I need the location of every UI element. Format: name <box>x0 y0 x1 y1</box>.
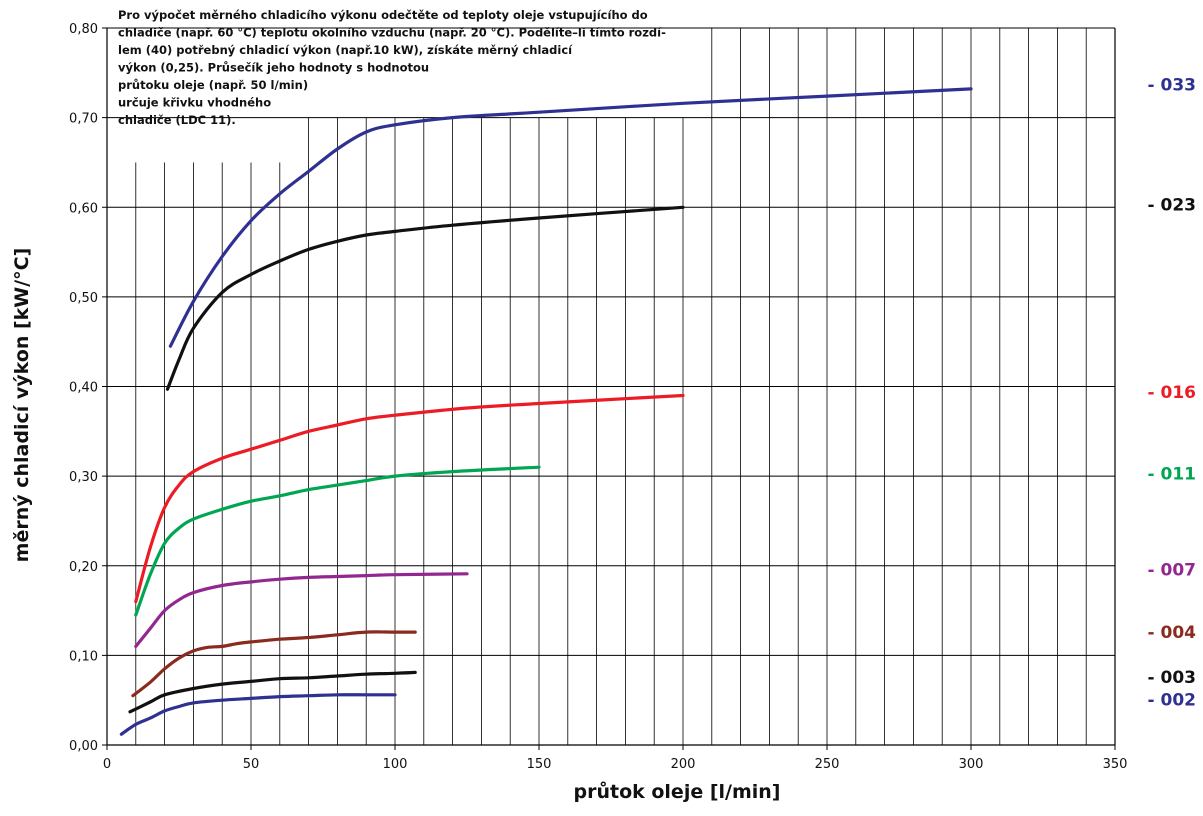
series-label: - 016 <box>1148 383 1196 403</box>
note-line: chladiče (LDC 11). <box>118 113 236 127</box>
series-label: - 033 <box>1148 75 1196 95</box>
series-label: - 002 <box>1148 690 1196 710</box>
y-tick-label: 0,50 <box>69 291 98 306</box>
note-line: chladiče (např. 60 °C) teplotu okolního … <box>118 26 666 40</box>
series-lines <box>119 87 973 736</box>
note-line: průtoku oleje (např. 50 l/min) <box>118 78 308 92</box>
x-tick-label: 50 <box>243 757 260 772</box>
series-line <box>119 693 397 736</box>
y-axis-title: měrný chladicí výkon [kW/°C] <box>11 248 33 563</box>
series-line <box>131 630 417 698</box>
x-tick-label: 350 <box>1103 757 1128 772</box>
grid <box>102 27 1116 750</box>
y-tick-label: 0,00 <box>69 739 98 754</box>
series-line <box>128 670 417 714</box>
y-tick-label: 0,10 <box>69 649 98 664</box>
series-label: - 011 <box>1148 464 1196 484</box>
note-line: výkon (0,25). Průsečík jeho hodnoty s ho… <box>118 61 429 75</box>
note-line: lem (40) potřebný chladicí výkon (např.1… <box>118 43 573 57</box>
series-label: - 023 <box>1148 196 1196 216</box>
series-label: - 003 <box>1148 668 1196 688</box>
x-tick-label: 200 <box>671 757 696 772</box>
y-tick-label: 0,40 <box>69 381 98 396</box>
x-tick-label: 250 <box>815 757 840 772</box>
note-line: Pro výpočet měrného chladicího výkonu od… <box>118 8 648 22</box>
series-label: - 004 <box>1148 623 1197 643</box>
x-tick-label: 0 <box>103 757 111 772</box>
series-labels: - 033 - 023 - 016 - 011 - 007 - 004 - 003- 002 <box>1148 75 1197 710</box>
x-tick-label: 100 <box>383 757 408 772</box>
y-tick-label: 0,20 <box>69 560 98 575</box>
x-tick-label: 300 <box>959 757 984 772</box>
y-tick-label: 0,30 <box>69 470 98 485</box>
instructions-note: Pro výpočet měrného chladicího výkonu od… <box>118 8 666 127</box>
series-label: - 007 <box>1148 560 1196 580</box>
x-tick-label: 150 <box>527 757 552 772</box>
y-tick-label: 0,70 <box>69 112 98 127</box>
y-tick-label: 0,60 <box>69 201 98 216</box>
series-line <box>134 393 685 604</box>
x-axis-title: průtok oleje [l/min] <box>573 780 780 803</box>
tick-labels: 0,00 0,10 0,20 0,30 0,40 0,50 0,60 0,70 0,80 0 50 1… <box>69 22 1127 772</box>
series-line <box>134 572 469 648</box>
series-line <box>168 87 973 348</box>
y-tick-label: 0,80 <box>69 22 98 37</box>
series-line <box>165 205 685 391</box>
series-line <box>134 465 541 617</box>
note-line: určuje křivku vhodného <box>118 96 271 110</box>
